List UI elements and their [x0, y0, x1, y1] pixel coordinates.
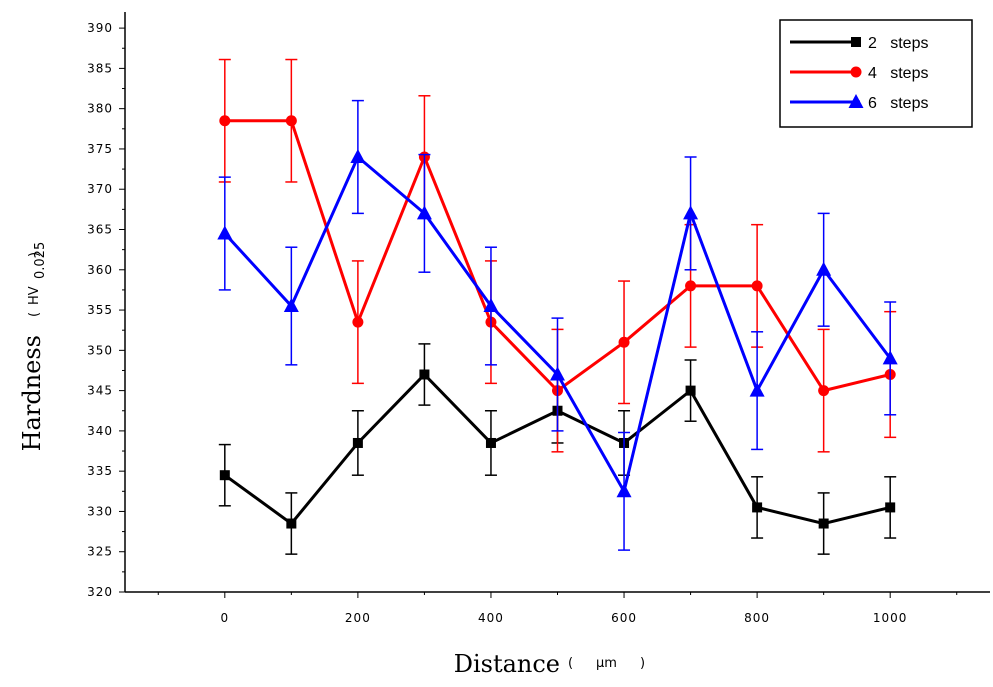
data-point — [283, 298, 299, 313]
data-point — [616, 483, 632, 498]
y-axis-unit-close-paren: ) — [27, 252, 42, 257]
legend-marker — [851, 37, 861, 47]
data-point — [219, 115, 231, 127]
legend-marker — [850, 66, 862, 78]
legend-label: 2 steps — [868, 35, 928, 52]
y-tick-label: 355 — [87, 303, 113, 317]
x-axis-unit-open-paren: ( — [568, 656, 573, 671]
data-point — [219, 470, 230, 481]
y-tick-label: 380 — [87, 102, 113, 116]
x-tick-label: 200 — [345, 611, 371, 625]
data-point — [685, 280, 697, 292]
data-point — [285, 115, 297, 127]
data-point — [885, 502, 896, 513]
series-1 — [218, 343, 897, 555]
x-tick-label: 0 — [220, 611, 229, 625]
legend-label: 4 steps — [868, 65, 928, 82]
data-point — [485, 437, 496, 448]
x-tick-label: 400 — [478, 611, 504, 625]
x-axis-unit-close-paren: ) — [640, 656, 645, 671]
data-point — [483, 298, 499, 313]
data-point — [685, 385, 696, 396]
series-layer — [217, 58, 898, 555]
y-axis-title-group: Hardness ( HV 0.025 ) — [18, 242, 48, 452]
data-point — [882, 350, 898, 365]
y-tick-label: 350 — [87, 343, 113, 357]
data-point — [752, 502, 763, 513]
y-tick-label: 375 — [87, 142, 113, 156]
data-point — [818, 385, 830, 397]
y-axis-unit-open-paren: ( — [27, 312, 42, 317]
data-point — [217, 225, 233, 240]
y-tick-label: 385 — [87, 61, 113, 75]
y-tick-label: 335 — [87, 464, 113, 478]
data-point — [749, 382, 765, 397]
axes: 320 325 330 335 340 345 350 355 360 365 370 375 380 3… — [87, 12, 990, 625]
data-point — [683, 205, 699, 220]
data-point — [350, 149, 366, 163]
legend-label: 6 steps — [868, 95, 928, 112]
data-point — [818, 518, 829, 529]
x-tick-label: 1000 — [873, 611, 908, 625]
x-tick-label: 600 — [611, 611, 637, 625]
x-axis-unit: μm — [596, 656, 617, 671]
y-axis-title: Hardness — [18, 335, 46, 451]
legend-marker — [848, 94, 864, 108]
y-tick-label: 390 — [87, 21, 113, 35]
y-tick-label: 365 — [87, 223, 113, 237]
legend: 2 steps 4 steps 6 steps — [779, 19, 973, 128]
y-tick-label: 325 — [87, 545, 113, 559]
series-3 — [217, 99, 898, 551]
data-point — [352, 316, 364, 328]
data-point — [550, 366, 565, 381]
data-point — [416, 205, 432, 220]
x-tick-label: 800 — [744, 611, 770, 625]
x-axis-title: Distance — [454, 650, 560, 678]
y-axis-unit-subscript: 0.025 — [33, 242, 48, 279]
data-point — [618, 336, 630, 348]
data-point — [286, 518, 297, 529]
y-tick-label: 340 — [87, 424, 113, 438]
y-tick-label: 360 — [87, 263, 113, 277]
y-tick-label: 330 — [87, 504, 113, 518]
data-point — [419, 369, 430, 380]
y-axis-unit: HV — [27, 286, 42, 305]
y-tick-label: 320 — [87, 585, 113, 599]
y-tick-label: 345 — [87, 384, 113, 398]
data-point — [816, 261, 832, 276]
data-point — [751, 280, 763, 292]
y-tick-label: 370 — [87, 182, 113, 196]
data-point — [352, 437, 363, 448]
